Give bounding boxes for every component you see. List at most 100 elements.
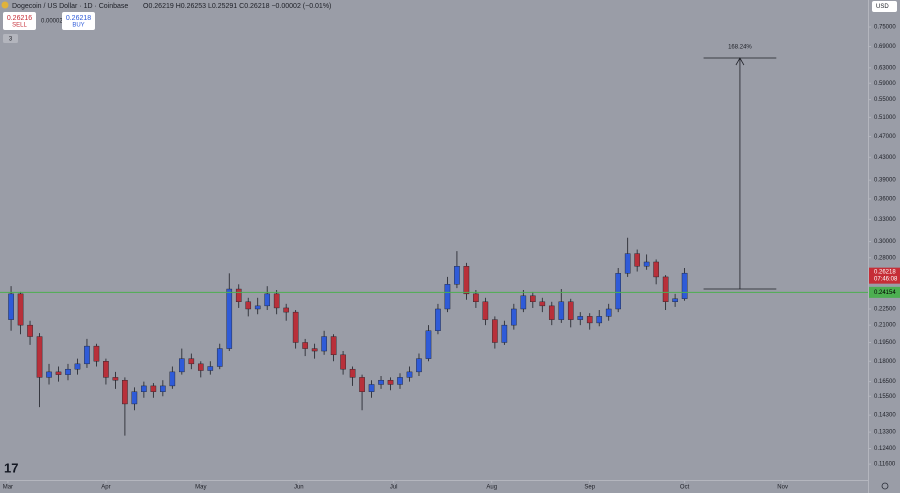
- y-tick-label: 0.16500: [874, 379, 896, 385]
- candle-body: [46, 371, 52, 378]
- candle-body: [634, 253, 640, 267]
- last-price-box: [869, 267, 900, 284]
- candle-body: [435, 308, 441, 331]
- y-tick-label: 0.43000: [874, 155, 896, 161]
- x-tick-label: Nov: [777, 485, 788, 491]
- currency-box[interactable]: [872, 1, 897, 12]
- candle-body: [530, 295, 536, 303]
- y-tick-label: 0.18000: [874, 359, 896, 365]
- candle-body: [605, 308, 612, 317]
- y-tick-label: 0.55000: [874, 97, 896, 103]
- candle-body: [235, 288, 242, 303]
- x-tick-label: Oct: [680, 485, 690, 491]
- candle-body: [321, 336, 327, 352]
- y-tick-label: 0.15500: [874, 394, 896, 400]
- x-tick-label: Jul: [390, 485, 398, 491]
- y-tick-label: 0.22500: [874, 307, 896, 313]
- candle-body: [141, 385, 147, 392]
- candle-body: [103, 361, 109, 378]
- y-tick-label: 0.21000: [874, 323, 896, 329]
- candle-body: [245, 301, 252, 310]
- candle-body: [368, 384, 375, 392]
- candle-body: [539, 301, 546, 307]
- y-tick-label: 0.14300: [874, 413, 896, 419]
- candle-body: [36, 336, 43, 378]
- y-tick-label: 0.19500: [874, 340, 896, 346]
- candle-body: [454, 266, 460, 285]
- plot-area: [8, 237, 688, 436]
- candle-body: [624, 253, 631, 274]
- spread: 0.00002: [41, 19, 63, 25]
- candle-body: [65, 368, 71, 375]
- candle-body: [8, 293, 14, 320]
- candle-body: [302, 342, 308, 349]
- candle-body: [349, 368, 356, 378]
- candle-body: [511, 308, 517, 326]
- candle-body: [586, 316, 593, 324]
- countdown: 07:46:08: [874, 277, 898, 283]
- candle-body: [216, 348, 223, 367]
- y-tick-label: 0.51000: [874, 115, 896, 121]
- y-tick-label: 0.28000: [874, 255, 896, 261]
- candle-body: [84, 345, 90, 365]
- y-tick-label: 0.75000: [874, 25, 896, 31]
- buy-price: 0.26218: [66, 15, 91, 22]
- candle-body: [501, 324, 508, 343]
- measure-arrowhead: [735, 57, 745, 66]
- y-tick-label: 0.11600: [874, 462, 896, 468]
- y-tick-label: 0.36000: [874, 196, 896, 202]
- buy-button[interactable]: [62, 12, 95, 30]
- sell-price: 0.26216: [7, 15, 32, 22]
- candle-body: [340, 354, 346, 370]
- candle-body: [463, 266, 470, 295]
- candle-body: [226, 288, 233, 349]
- support-label-box: [869, 286, 900, 298]
- candle-body: [492, 319, 498, 343]
- candle-body: [273, 293, 280, 309]
- y-tick-label: 0.39000: [874, 178, 896, 184]
- y-tick-label: 0.69000: [874, 44, 896, 50]
- candle-body: [264, 293, 271, 307]
- x-tick-label: Mar: [3, 485, 13, 491]
- candle-body: [112, 377, 119, 381]
- candle-body: [188, 358, 195, 365]
- y-tick-label: 0.59000: [874, 81, 896, 87]
- collapse-button[interactable]: [3, 34, 18, 43]
- x-tick-label: Sep: [584, 485, 595, 491]
- sell-label: SELL: [12, 23, 27, 29]
- y-tick-label: 0.13300: [874, 430, 896, 436]
- candle-body: [131, 391, 138, 405]
- x-tick-label: May: [195, 485, 206, 491]
- candle-body: [122, 379, 128, 405]
- settings-icon[interactable]: [881, 482, 889, 490]
- sell-button[interactable]: [3, 12, 36, 30]
- y-tick-label: 0.12400: [874, 446, 896, 452]
- candle-body: [548, 305, 555, 320]
- candle-body: [672, 298, 678, 303]
- candle-body: [425, 330, 432, 359]
- candle-body: [169, 371, 176, 387]
- candle-body: [197, 363, 204, 371]
- symbol-logo: [1, 1, 9, 9]
- candle-body: [482, 301, 489, 320]
- candle-body: [17, 293, 24, 326]
- y-tick-label: 0.33000: [874, 217, 896, 223]
- candle-body: [179, 358, 185, 373]
- candle-body: [359, 377, 365, 392]
- last-price-label: 0.26218: [874, 270, 896, 276]
- candle-body: [520, 295, 527, 310]
- candle-body: [416, 358, 422, 373]
- candle-body: [254, 305, 261, 310]
- candle-body: [567, 301, 574, 320]
- y-tick-label: 0.47000: [874, 134, 896, 140]
- candle-body: [74, 363, 81, 370]
- candle-body: [473, 293, 479, 303]
- support-label: 0.24154: [874, 290, 896, 296]
- symbol-title: Dogecoin / US Dollar · 1D · Coinbase: [12, 3, 128, 10]
- collapse-count: 3: [9, 37, 13, 43]
- candle-body: [27, 324, 33, 337]
- candle-body: [662, 276, 669, 303]
- x-tick-label: Apr: [101, 485, 110, 491]
- candle-body: [653, 261, 659, 278]
